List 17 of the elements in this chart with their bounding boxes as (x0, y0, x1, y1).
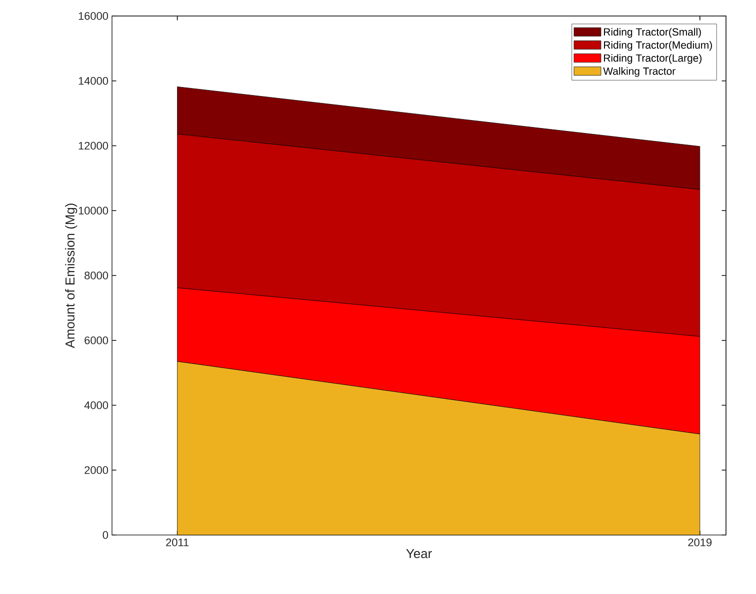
y-tick-label: 10000 (78, 206, 108, 214)
y-tick-label: 16000 (78, 12, 108, 20)
y-tick-label: 2000 (84, 466, 108, 474)
legend-label: Riding Tractor(Medium) (604, 41, 712, 51)
legend-label: Riding Tractor(Large) (604, 54, 702, 64)
y-axis-title: Amount of Emission (Mg) (65, 204, 78, 348)
y-tick-label: 14000 (78, 76, 108, 85)
y-tick-label: 12000 (78, 142, 108, 150)
y-tick-label: 8000 (84, 272, 108, 280)
y-tick-label: 4000 (84, 401, 108, 410)
legend-label: Walking Tractor (603, 67, 676, 77)
y-tick-label: 6000 (84, 336, 108, 344)
legend-label: Riding Tractor(Small) (604, 28, 701, 38)
x-tick-label: 2011 (166, 538, 189, 546)
x-tick-label: 2019 (688, 538, 712, 546)
y-tick-label: 0 (102, 531, 108, 539)
x-axis-title: Year (406, 549, 432, 558)
